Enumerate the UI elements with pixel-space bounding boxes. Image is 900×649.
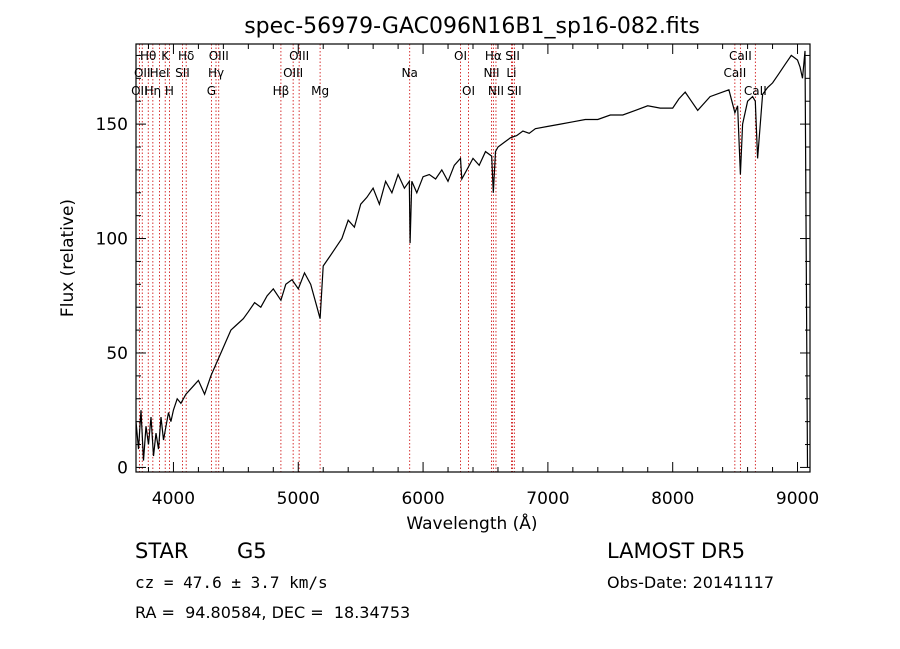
spectrum-line bbox=[135, 50, 809, 468]
line-marker-label: OIII bbox=[283, 66, 303, 80]
line-markers bbox=[138, 44, 756, 472]
line-marker-label: OIII bbox=[289, 49, 309, 63]
y-tick-label: 50 bbox=[106, 344, 128, 364]
line-marker-label: NII bbox=[483, 66, 499, 80]
observation-date: Obs-Date: 20141117 bbox=[607, 573, 775, 592]
line-marker-label: Na bbox=[402, 66, 418, 80]
line-marker-label: CaII bbox=[723, 66, 746, 80]
line-marker-label: Hβ bbox=[273, 84, 290, 98]
line-marker-label: OII bbox=[134, 66, 151, 80]
line-marker-label: SII bbox=[505, 49, 520, 63]
y-axis-ticks: 0 50 100 150 bbox=[96, 54, 810, 478]
line-marker-label: Hδ bbox=[178, 49, 194, 63]
survey-name: LAMOST DR5 bbox=[607, 539, 746, 563]
line-marker-label: OIII bbox=[209, 49, 229, 63]
x-tick-label: 7000 bbox=[526, 489, 569, 509]
line-marker-label: NII bbox=[488, 84, 504, 98]
object-class: STAR bbox=[135, 539, 189, 563]
x-tick-label: 8000 bbox=[651, 489, 694, 509]
y-tick-label: 150 bbox=[96, 115, 128, 135]
line-marker-label: CaII bbox=[744, 84, 767, 98]
x-axis-ticks: 4000 5000 6000 7000 8000 9000 bbox=[147, 44, 819, 509]
line-marker-label: Hθ bbox=[140, 49, 156, 63]
line-marker-label: Hη bbox=[145, 84, 162, 98]
plot-frame bbox=[135, 43, 811, 473]
coordinates: RA = 94.80584, DEC = 18.34753 bbox=[135, 603, 411, 622]
y-axis-label: Flux (relative) bbox=[58, 199, 78, 317]
x-tick-label: 5000 bbox=[277, 489, 320, 509]
line-marker-label: H bbox=[165, 84, 174, 98]
x-axis-label: Wavelength (Å) bbox=[406, 512, 537, 534]
line-marker-label: CaII bbox=[729, 49, 752, 63]
line-marker-label: G bbox=[207, 84, 216, 98]
y-tick-label: 100 bbox=[96, 230, 128, 250]
line-marker-label: Hγ bbox=[208, 66, 224, 80]
line-marker-label: Li bbox=[506, 66, 516, 80]
line-marker-label: Mg bbox=[311, 84, 329, 98]
line-marker-labels: OIIOIIHθHηHeIKHSIIHδGHγOIIIHβOIIIOIIIMgN… bbox=[131, 49, 767, 98]
line-marker-label: SII bbox=[507, 84, 522, 98]
x-tick-label: 6000 bbox=[401, 489, 444, 509]
line-marker-label: OII bbox=[131, 84, 148, 98]
line-marker-label: SII bbox=[175, 66, 190, 80]
object-subclass: G5 bbox=[237, 539, 267, 563]
y-tick-label: 0 bbox=[117, 458, 128, 478]
chart-title: spec-56979-GAC096N16B1_sp16-082.fits bbox=[244, 14, 700, 39]
redshift-velocity: cz = 47.6 ± 3.7 km/s bbox=[135, 573, 328, 592]
line-marker-label: Hα bbox=[485, 49, 502, 63]
line-marker-label: OI bbox=[454, 49, 467, 63]
line-marker-label: OI bbox=[462, 84, 475, 98]
x-tick-label: 4000 bbox=[152, 489, 195, 509]
line-marker-label: HeI bbox=[150, 66, 170, 80]
x-tick-label: 9000 bbox=[776, 489, 819, 509]
line-marker-label: K bbox=[161, 49, 170, 63]
